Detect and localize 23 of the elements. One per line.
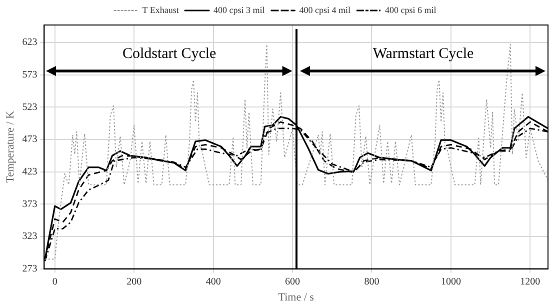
legend-label: 400 cpsi 6 mil [384, 4, 437, 15]
x-axis-title: Time / s [278, 291, 314, 304]
y-axis-title: Temperature / K [4, 110, 16, 183]
x-tick-label: 800 [364, 276, 380, 288]
x-tick-label: 0 [52, 276, 58, 288]
annotation: Warmstart Cycle [372, 46, 474, 64]
y-tick-label: 373 [22, 198, 38, 210]
y-tick-label: 473 [22, 134, 38, 146]
x-tick-label: 200 [126, 276, 142, 288]
y-tick-label: 273 [22, 263, 38, 274]
y-tick-label: 523 [22, 102, 38, 113]
y-tick-label: 573 [22, 69, 38, 80]
x-tick-label: 1200 [520, 276, 540, 288]
legend-label: 400 cpsi 4 mil [299, 4, 351, 15]
y-tick-label: 623 [22, 37, 38, 48]
x-tick-label: 1000 [440, 276, 461, 288]
y-tick-label: 323 [22, 231, 38, 242]
x-tick-label: 600 [285, 276, 300, 288]
legend-label: T Exhaust [142, 4, 180, 15]
annotation: Coldstart Cycle [122, 46, 216, 64]
legend-label: 400 cpsi 3 mil [214, 4, 266, 15]
y-tick-label: 423 [22, 166, 38, 178]
x-tick-label: 400 [206, 276, 221, 288]
